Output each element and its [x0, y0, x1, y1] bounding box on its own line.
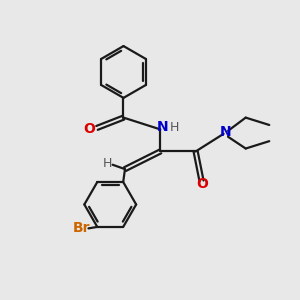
- Text: H: H: [169, 121, 179, 134]
- Text: Br: Br: [72, 221, 90, 236]
- Text: H: H: [103, 157, 112, 170]
- Text: O: O: [83, 122, 95, 136]
- Text: N: N: [219, 125, 231, 139]
- Text: N: N: [157, 120, 168, 134]
- Text: O: O: [196, 177, 208, 191]
